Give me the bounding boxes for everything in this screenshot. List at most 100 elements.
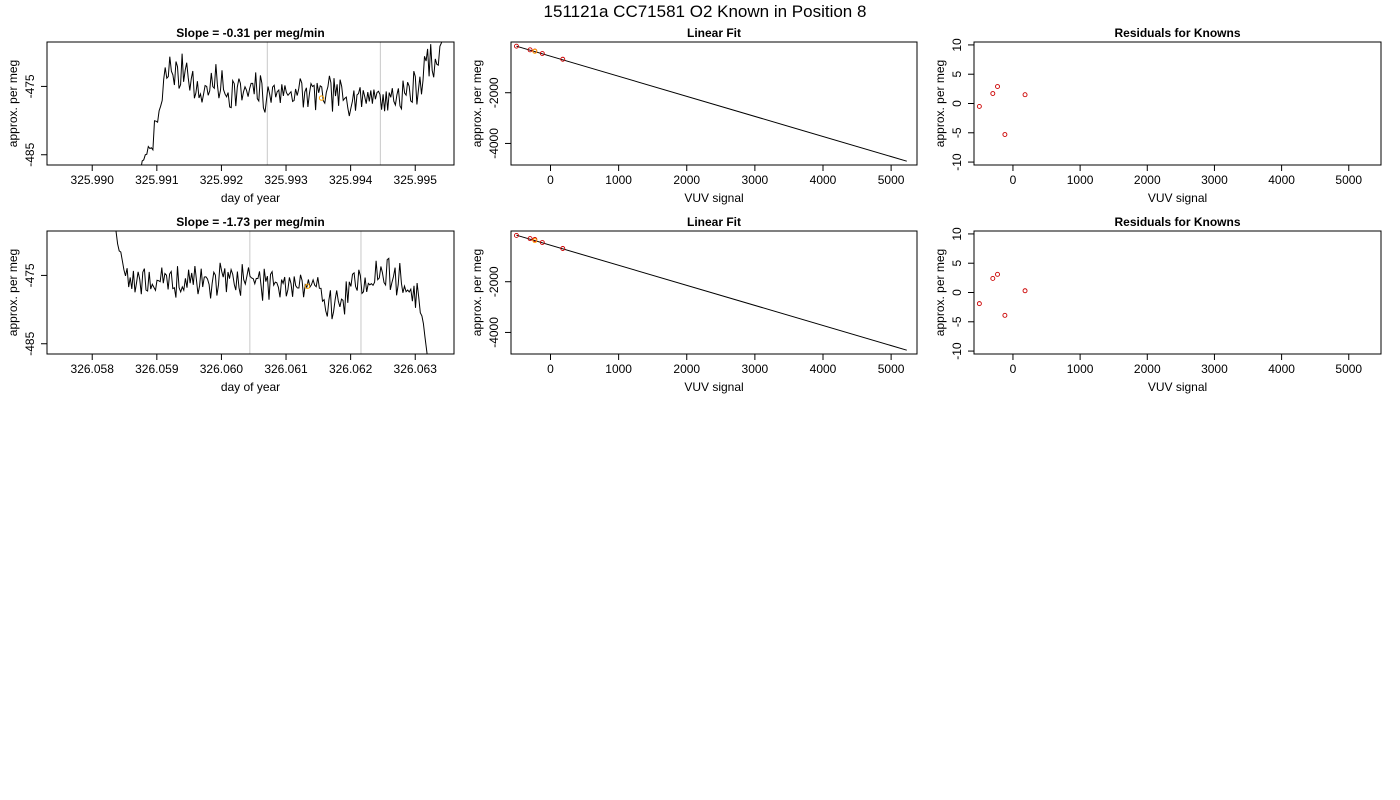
x-tick-label: 325.991 bbox=[135, 173, 179, 187]
signal-trace bbox=[141, 42, 443, 165]
known-point bbox=[560, 56, 566, 62]
x-tick-label: 2000 bbox=[1134, 173, 1161, 187]
plot-area bbox=[976, 84, 1028, 137]
x-tick-label: 0 bbox=[547, 362, 554, 376]
fit-line bbox=[516, 234, 907, 351]
x-axis-label: VUV signal bbox=[684, 380, 743, 394]
x-axis-label: VUV signal bbox=[1148, 191, 1207, 205]
plot-frame bbox=[46, 230, 455, 355]
known-point bbox=[539, 51, 545, 56]
x-tick-label: 0 bbox=[547, 173, 554, 187]
plot-area bbox=[115, 231, 428, 354]
y-axis-label: approx. per meg bbox=[6, 249, 20, 336]
y-axis-label: approx. per meg bbox=[470, 249, 484, 336]
known-point bbox=[1002, 132, 1008, 137]
y-axis-label: approx. per meg bbox=[933, 60, 947, 147]
y-tick-label: 10 bbox=[950, 227, 964, 241]
panel-title: Linear Fit bbox=[687, 26, 741, 40]
panel-title: Linear Fit bbox=[687, 215, 741, 229]
plot-frame bbox=[46, 41, 455, 166]
x-tick-label: 2000 bbox=[673, 362, 700, 376]
y-axis-label: approx. per meg bbox=[933, 249, 947, 336]
y-tick-label: -2000 bbox=[487, 77, 501, 108]
x-axis-label: day of year bbox=[221, 191, 280, 205]
known-point bbox=[995, 84, 1000, 89]
y-tick-label: -475 bbox=[23, 263, 37, 287]
highlight-point bbox=[318, 95, 325, 101]
x-tick-label: 326.059 bbox=[135, 362, 179, 376]
y-tick-label: 0 bbox=[950, 100, 964, 107]
known-point bbox=[990, 91, 996, 96]
x-tick-label: 5000 bbox=[1335, 362, 1362, 376]
known-point bbox=[513, 43, 519, 49]
y-axis-label: approx. per meg bbox=[6, 60, 20, 147]
x-tick-label: 4000 bbox=[810, 173, 837, 187]
known-point bbox=[527, 47, 533, 53]
known-point bbox=[560, 246, 566, 251]
known-point bbox=[990, 275, 996, 281]
panel-2: Linear Fit 0 1000 2000 3000 4000 5000 -4000 -200… bbox=[470, 26, 918, 205]
x-tick-label: 5000 bbox=[878, 362, 905, 376]
x-axis-label: VUV signal bbox=[1148, 380, 1207, 394]
y-tick-label: -5 bbox=[950, 127, 964, 138]
panels: Slope = -0.31 per meg/min 325.990 325.991 3… bbox=[6, 26, 1382, 394]
x-tick-label: 1000 bbox=[1067, 173, 1094, 187]
figure-title: 151121a CC71581 O2 Known in Position 8 bbox=[544, 2, 867, 21]
x-tick-label: 2000 bbox=[673, 173, 700, 187]
panel-title: Residuals for Knowns bbox=[1114, 215, 1240, 229]
x-tick-label: 4000 bbox=[810, 362, 837, 376]
y-tick-label: -475 bbox=[23, 74, 37, 98]
y-tick-label: 5 bbox=[950, 71, 964, 78]
plot-area bbox=[513, 232, 907, 351]
x-tick-label: 1000 bbox=[605, 362, 632, 376]
y-tick-label: -485 bbox=[23, 142, 37, 166]
known-point bbox=[1022, 92, 1028, 98]
plot-area bbox=[976, 271, 1028, 318]
panel-4: Slope = -1.73 per meg/min 326.058 326.059 3… bbox=[6, 215, 455, 394]
x-tick-label: 326.060 bbox=[200, 362, 244, 376]
x-tick-label: 325.992 bbox=[200, 173, 244, 187]
y-tick-label: -10 bbox=[950, 153, 964, 171]
y-tick-label: -10 bbox=[950, 342, 964, 360]
x-tick-label: 4000 bbox=[1268, 173, 1295, 187]
x-tick-label: 325.994 bbox=[329, 173, 373, 187]
x-tick-label: 325.995 bbox=[394, 173, 438, 187]
panel-title: Slope = -0.31 per meg/min bbox=[176, 26, 324, 40]
plot-frame bbox=[973, 41, 1382, 166]
y-tick-label: -485 bbox=[23, 331, 37, 355]
x-tick-label: 326.062 bbox=[329, 362, 373, 376]
panel-1: Slope = -0.31 per meg/min 325.990 325.991 3… bbox=[6, 26, 455, 205]
x-tick-label: 1000 bbox=[605, 173, 632, 187]
x-tick-label: 5000 bbox=[1335, 173, 1362, 187]
known-point bbox=[976, 301, 982, 307]
x-tick-label: 4000 bbox=[1268, 362, 1295, 376]
y-tick-label: 10 bbox=[950, 38, 964, 52]
x-tick-label: 0 bbox=[1010, 362, 1017, 376]
known-point bbox=[539, 240, 545, 245]
x-tick-label: 2000 bbox=[1134, 362, 1161, 376]
x-tick-label: 1000 bbox=[1067, 362, 1094, 376]
known-point bbox=[527, 236, 533, 242]
y-tick-label: -4000 bbox=[487, 128, 501, 159]
x-tick-label: 0 bbox=[1010, 173, 1017, 187]
x-tick-label: 3000 bbox=[1201, 173, 1228, 187]
x-axis-label: day of year bbox=[221, 380, 280, 394]
y-tick-label: -5 bbox=[950, 316, 964, 327]
panel-6: Residuals for Knowns 0 1000 2000 3000 4000 500… bbox=[933, 215, 1382, 394]
known-point bbox=[995, 271, 1000, 277]
y-tick-label: 0 bbox=[950, 289, 964, 296]
panel-3: Residuals for Knowns 0 1000 2000 3000 4000 500… bbox=[933, 26, 1382, 205]
plot-frame bbox=[973, 230, 1382, 355]
panel-5: Linear Fit 0 1000 2000 3000 4000 5000 -4000 -200… bbox=[470, 215, 918, 394]
plot-area bbox=[513, 43, 907, 162]
highlight-point bbox=[532, 48, 538, 54]
known-point bbox=[513, 232, 519, 238]
y-tick-label: -4000 bbox=[487, 317, 501, 348]
y-axis-label: approx. per meg bbox=[470, 60, 484, 147]
y-tick-label: 5 bbox=[950, 260, 964, 267]
x-tick-label: 3000 bbox=[742, 173, 769, 187]
known-point bbox=[1022, 288, 1028, 294]
x-axis-label: VUV signal bbox=[684, 191, 743, 205]
x-tick-label: 325.993 bbox=[264, 173, 308, 187]
